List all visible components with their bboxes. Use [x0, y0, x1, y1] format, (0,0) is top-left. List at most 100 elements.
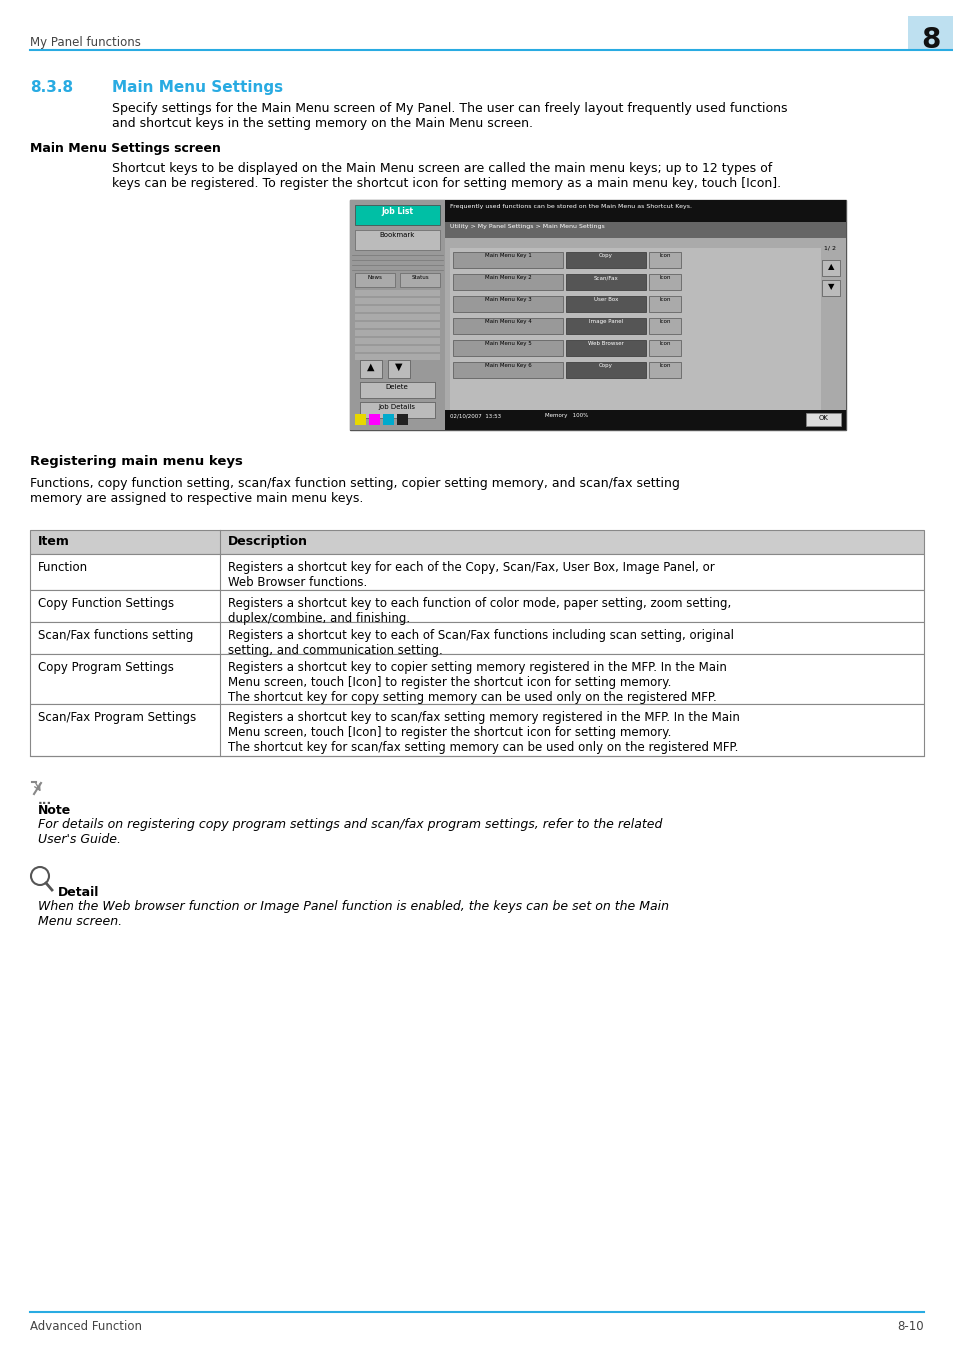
Bar: [648, 274, 680, 290]
Text: For details on registering copy program settings and scan/fax program settings, : For details on registering copy program …: [38, 818, 661, 846]
Bar: [453, 296, 562, 312]
Bar: [355, 273, 395, 288]
Text: 8.3.8: 8.3.8: [30, 80, 73, 94]
Bar: [30, 703, 923, 756]
Text: Main Menu Key 6: Main Menu Key 6: [484, 363, 531, 369]
Text: ▲: ▲: [367, 362, 375, 373]
Bar: [444, 200, 845, 221]
Text: Main Menu Key 3: Main Menu Key 3: [484, 297, 531, 302]
Bar: [648, 252, 680, 269]
Text: Specify settings for the Main Menu screen of My Panel. The user can freely layou: Specify settings for the Main Menu scree…: [112, 103, 786, 130]
Bar: [453, 362, 562, 378]
Text: Icon: Icon: [659, 342, 670, 346]
Text: Job Details: Job Details: [378, 404, 416, 410]
Text: Registering main menu keys: Registering main menu keys: [30, 455, 243, 468]
Text: Main Menu Key 5: Main Menu Key 5: [484, 342, 531, 346]
Text: Memory   100%: Memory 100%: [544, 413, 588, 418]
Bar: [565, 362, 645, 378]
Text: User Box: User Box: [593, 297, 618, 302]
Text: Scan/Fax: Scan/Fax: [593, 275, 618, 279]
Text: Main Menu Settings screen: Main Menu Settings screen: [30, 142, 221, 155]
Text: Detail: Detail: [58, 886, 99, 899]
Bar: [355, 290, 439, 296]
Bar: [30, 531, 923, 554]
Bar: [450, 248, 821, 427]
Bar: [355, 298, 439, 304]
Bar: [355, 306, 439, 312]
Bar: [355, 414, 366, 425]
Bar: [30, 554, 923, 590]
Text: Item: Item: [38, 535, 70, 548]
Text: Frequently used functions can be stored on the Main Menu as Shortcut Keys.: Frequently used functions can be stored …: [450, 204, 691, 209]
Bar: [444, 238, 845, 431]
Text: Function: Function: [38, 562, 88, 574]
Text: 02/10/2007  13:53: 02/10/2007 13:53: [450, 413, 500, 418]
Bar: [355, 338, 439, 344]
Bar: [355, 315, 439, 320]
Text: Icon: Icon: [659, 297, 670, 302]
Bar: [396, 414, 408, 425]
Text: News: News: [367, 275, 382, 279]
Text: Shortcut keys to be displayed on the Main Menu screen are called the main menu k: Shortcut keys to be displayed on the Mai…: [112, 162, 781, 190]
Bar: [359, 402, 435, 418]
Text: Icon: Icon: [659, 319, 670, 324]
Bar: [565, 296, 645, 312]
Bar: [648, 296, 680, 312]
Text: Scan/Fax Program Settings: Scan/Fax Program Settings: [38, 711, 196, 724]
Text: 8: 8: [921, 26, 940, 54]
Text: Functions, copy function setting, scan/fax function setting, copier setting memo: Functions, copy function setting, scan/f…: [30, 477, 679, 505]
Text: Main Menu Key 4: Main Menu Key 4: [484, 319, 531, 324]
Bar: [355, 323, 439, 328]
Text: Registers a shortcut key to each of Scan/Fax functions including scan setting, o: Registers a shortcut key to each of Scan…: [228, 629, 733, 657]
Text: OK: OK: [819, 414, 828, 421]
Text: Advanced Function: Advanced Function: [30, 1320, 142, 1332]
Bar: [355, 346, 439, 352]
Bar: [388, 360, 410, 378]
Text: Main Menu Key 1: Main Menu Key 1: [484, 252, 531, 258]
Bar: [648, 362, 680, 378]
Bar: [444, 221, 845, 238]
Bar: [355, 329, 439, 336]
Text: 1/ 2: 1/ 2: [823, 246, 835, 251]
Text: Registers a shortcut key to copier setting memory registered in the MFP. In the : Registers a shortcut key to copier setti…: [228, 662, 726, 703]
Text: Delete: Delete: [385, 383, 408, 390]
Text: Scan/Fax functions setting: Scan/Fax functions setting: [38, 629, 193, 643]
Text: ▼: ▼: [827, 282, 833, 292]
Text: ▲: ▲: [827, 262, 833, 271]
Bar: [648, 340, 680, 356]
Text: Registers a shortcut key to each function of color mode, paper setting, zoom set: Registers a shortcut key to each functio…: [228, 597, 731, 625]
Text: When the Web browser function or Image Panel function is enabled, the keys can b: When the Web browser function or Image P…: [38, 900, 668, 927]
Text: 8-10: 8-10: [897, 1320, 923, 1332]
Bar: [369, 414, 379, 425]
Text: Image Panel: Image Panel: [588, 319, 622, 324]
Bar: [453, 274, 562, 290]
Bar: [359, 360, 381, 378]
Text: Copy: Copy: [598, 363, 612, 369]
Text: ...: ...: [38, 794, 52, 807]
Text: Copy Program Settings: Copy Program Settings: [38, 662, 173, 674]
Bar: [355, 205, 439, 225]
Bar: [805, 413, 841, 427]
Bar: [453, 319, 562, 333]
Bar: [350, 200, 444, 431]
Text: Main Menu Settings: Main Menu Settings: [112, 80, 283, 94]
Bar: [565, 252, 645, 269]
Text: Description: Description: [228, 535, 308, 548]
Bar: [350, 200, 845, 431]
Bar: [821, 261, 840, 275]
Bar: [821, 279, 840, 296]
Bar: [399, 273, 439, 288]
Bar: [565, 274, 645, 290]
Bar: [30, 653, 923, 703]
Text: Copy Function Settings: Copy Function Settings: [38, 597, 174, 610]
Bar: [382, 414, 394, 425]
Bar: [30, 590, 923, 622]
Text: Status: Status: [411, 275, 428, 279]
Text: Bookmark: Bookmark: [379, 232, 415, 238]
Bar: [355, 230, 439, 250]
Bar: [565, 340, 645, 356]
Bar: [565, 319, 645, 333]
Bar: [907, 16, 953, 50]
Text: Icon: Icon: [659, 275, 670, 279]
Text: Copy: Copy: [598, 252, 612, 258]
